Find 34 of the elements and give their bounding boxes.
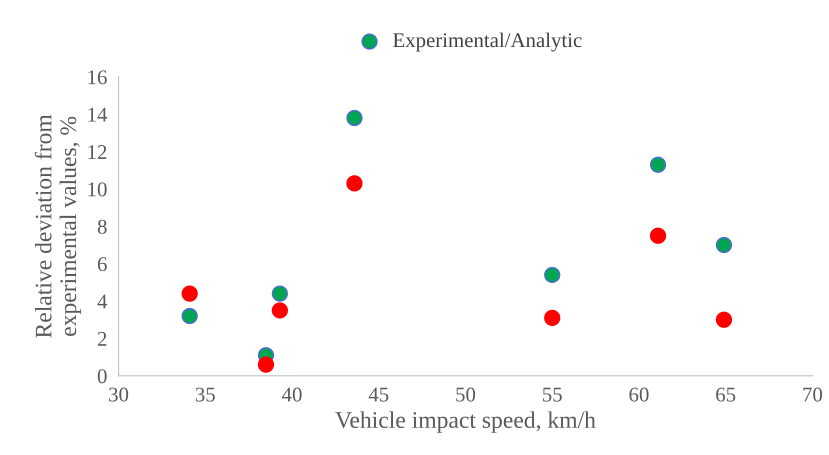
x-tick-label: 70 <box>803 388 822 402</box>
y-tick-label: 10 <box>88 182 107 196</box>
x-tick-label: 40 <box>282 388 302 402</box>
y-tick-label: 12 <box>88 145 106 159</box>
point <box>716 312 732 328</box>
x-tick-label: 35 <box>196 388 215 402</box>
point <box>650 156 666 173</box>
y-tick-label: 8 <box>98 220 107 234</box>
y-tick-label: 2 <box>98 332 106 346</box>
point <box>650 228 666 244</box>
point <box>346 175 363 192</box>
point <box>716 236 732 254</box>
y-tick-label: 0 <box>98 369 107 384</box>
y-tick-label: 14 <box>88 108 108 122</box>
legend-label: Experimental/Analytic <box>393 32 582 52</box>
x-tick-label: 50 <box>456 388 476 402</box>
point <box>182 308 198 324</box>
y-tick-label: 6 <box>98 257 107 272</box>
x-tick-label: 60 <box>629 388 649 402</box>
x-tick-label: 45 <box>368 388 388 402</box>
point <box>182 286 198 302</box>
x-tick-label: 55 <box>543 388 562 402</box>
point <box>272 302 288 319</box>
point <box>258 356 274 373</box>
y-tick-label: 16 <box>88 70 107 84</box>
x-tick-label: 65 <box>716 388 736 402</box>
point <box>544 266 560 284</box>
x-axis-title: Vehicle impact speed, km/h <box>335 411 596 433</box>
point <box>544 310 560 326</box>
y-axis-title: Relative deviation from experimental values, % <box>34 114 82 338</box>
point <box>272 286 288 302</box>
y-tick-label: 4 <box>97 294 108 308</box>
point <box>346 110 363 126</box>
x-tick-label: 30 <box>109 388 128 402</box>
